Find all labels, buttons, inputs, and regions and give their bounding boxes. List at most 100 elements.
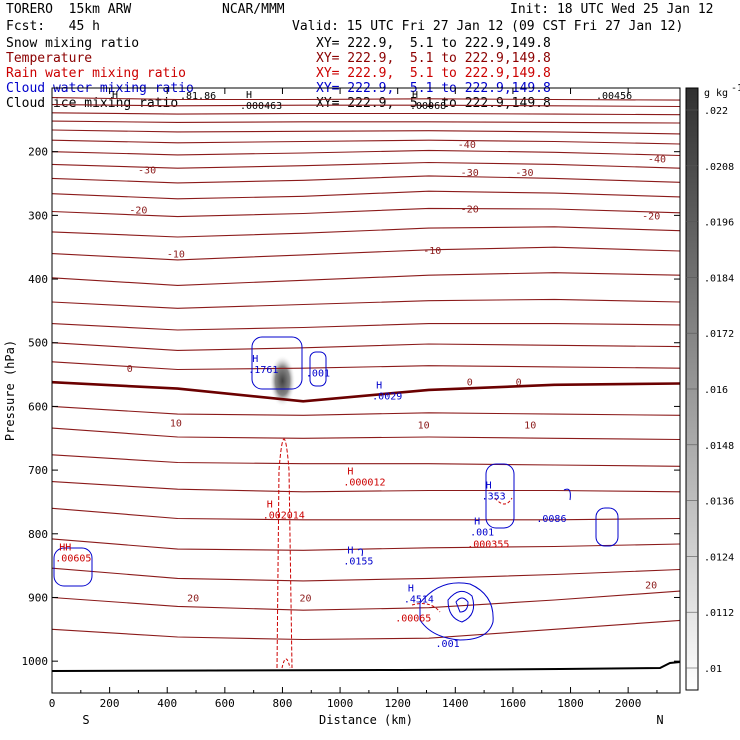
x-tick-label: 1400 [442, 697, 469, 710]
maximum-value: .353 [482, 491, 506, 502]
x-axis-title: Distance (km) [319, 713, 413, 727]
rain-water-contour [281, 658, 291, 669]
maximum-marker: H [347, 466, 353, 477]
y-tick-label: 400 [28, 273, 48, 286]
isotherm-label: 20 [187, 593, 199, 604]
isotherm-label: 0 [516, 378, 522, 389]
colorbar-label: .0208 [704, 162, 734, 173]
top-edge-label: .81.86 [180, 91, 216, 102]
maximum-value: .001 [470, 528, 494, 539]
isotherm-label: 20 [645, 581, 657, 592]
isotherm [52, 272, 680, 286]
top-edge-label: .00456 [596, 91, 632, 102]
maximum-value: .000355 [467, 540, 509, 551]
y-tick-label: 300 [28, 209, 48, 222]
cloud-water-contour [455, 597, 469, 613]
isotherm [52, 361, 680, 371]
isotherm [52, 567, 680, 582]
isotherm [52, 323, 680, 331]
isotherm-label: -20 [129, 206, 147, 217]
colorbar-label: .0184 [704, 273, 734, 284]
isotherm [52, 590, 680, 611]
isotherm [52, 112, 680, 116]
freezing-isotherm [52, 380, 680, 403]
maximum-marker: H [408, 583, 414, 594]
cloud-water-contour [251, 336, 303, 390]
legend-xy: XY= 222.9, 5.1 to 222.9,149.8 [316, 36, 551, 51]
colorbar-unit: g kg [704, 88, 728, 99]
cloud-water-contour [309, 351, 327, 387]
colorbar-label: .01 [704, 664, 722, 675]
y-tick-label: 200 [28, 146, 48, 159]
isotherm-label: -20 [461, 204, 479, 215]
x-tick-label: 2000 [615, 697, 642, 710]
colorbar-label: .0148 [704, 441, 734, 452]
y-tick-label: 600 [28, 400, 48, 413]
model-title: TORERO 15km ARW [6, 2, 132, 17]
isotherm-label: -30 [461, 168, 479, 179]
legend-entry: Cloud ice mixing ratio [6, 96, 179, 111]
isotherm [52, 120, 680, 124]
maximum-marker: H [376, 380, 382, 391]
maximum-value: .4514 [404, 594, 434, 605]
legend-entry: Snow mixing ratio [6, 36, 140, 51]
rain-water-contour [276, 438, 293, 669]
top-edge-label: H [112, 90, 118, 101]
isotherm [52, 149, 680, 157]
maximum-value: .001 [436, 639, 460, 650]
legend-entry: Rain water mixing ratio [6, 66, 187, 81]
cloud-water-contour [447, 590, 475, 623]
rain-water-contour [494, 497, 513, 505]
plot-frame [51, 87, 681, 694]
y-tick-label: 900 [28, 591, 48, 604]
cloud-water-contour [563, 488, 571, 501]
x-tick-label: 1200 [384, 697, 411, 710]
isotherm-label: 10 [170, 418, 182, 429]
forecast-hour: Fcst: 45 h [6, 19, 100, 34]
isotherm [52, 226, 680, 238]
colorbar-label: .022 [704, 106, 728, 117]
isotherm [52, 405, 680, 416]
colorbar-label: .016 [704, 385, 728, 396]
cloud-water-contour [419, 582, 494, 641]
maximum-marker: H [252, 354, 258, 365]
x-tick-label: 1800 [557, 697, 584, 710]
x-tick-label: 800 [273, 697, 293, 710]
top-edge-label: H [246, 90, 252, 101]
legend-xy: XY= 222.9, 5.1 to 222.9,149.8 [316, 96, 551, 111]
isotherm [52, 538, 680, 551]
y-tick-label: 1000 [22, 655, 49, 668]
x-tick-label: 0 [49, 697, 56, 710]
maximum-marker: H [267, 499, 273, 510]
x-tick-label: 1600 [500, 697, 527, 710]
center-title: NCAR/MMM [222, 2, 285, 17]
isotherm-label: -30 [515, 168, 533, 179]
cloud-water-contour [53, 547, 93, 587]
colorbar-label: .0172 [704, 329, 734, 340]
maximum-value: .0086 [536, 514, 566, 525]
isotherm [52, 161, 680, 169]
isotherm-label: -10 [167, 250, 185, 261]
x-tick-label: 1000 [327, 697, 354, 710]
cloud-water-contour [357, 548, 363, 557]
isotherm [52, 454, 680, 467]
isotherm [52, 427, 680, 441]
isotherm [52, 207, 680, 218]
maximum-marker: H [486, 480, 492, 491]
isotherm [52, 619, 680, 641]
x-tick-label: 200 [100, 697, 120, 710]
terrain-line [52, 661, 680, 672]
valid-time: Valid: 15 UTC Fri 27 Jan 12 (09 CST Fri … [292, 19, 684, 34]
north-label: N [656, 713, 663, 727]
maximum-value: .001 [306, 368, 330, 379]
isotherm-label: 0 [127, 364, 133, 375]
isotherm-label: -10 [423, 246, 441, 257]
isotherm [52, 481, 680, 493]
isotherm-label: -40 [458, 140, 476, 151]
cloud-water-contour [595, 507, 619, 547]
isotherm [52, 246, 680, 261]
isotherm [52, 298, 680, 309]
top-edge-label: .00068 [410, 101, 446, 112]
rain-water-contour [411, 603, 441, 613]
isotherm [52, 507, 680, 521]
